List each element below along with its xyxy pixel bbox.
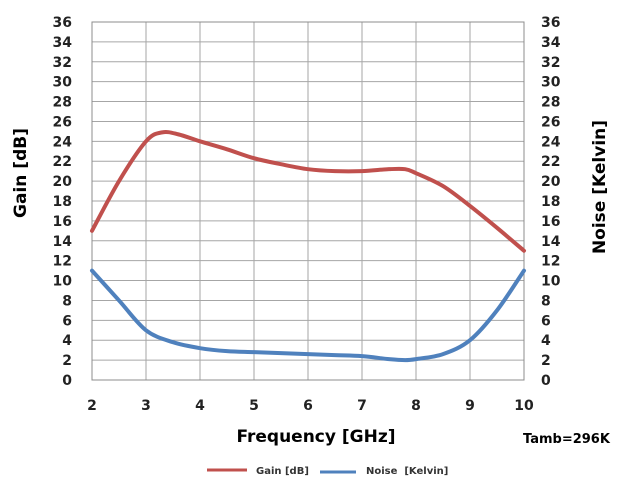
y-tick-left: 28 — [53, 95, 72, 111]
y-tick-left: 6 — [62, 313, 72, 329]
y-tick-right: 20 — [541, 174, 561, 190]
y-tick-right: 32 — [541, 55, 560, 71]
y-tick-right: 14 — [541, 234, 561, 250]
y-tick-left: 16 — [53, 214, 72, 230]
y-tick-left: 36 — [53, 15, 72, 31]
y-tick-right: 24 — [541, 134, 561, 150]
x-axis-title: Frequency [GHz] — [236, 427, 395, 447]
y-tick-left: 20 — [53, 174, 73, 190]
ambient-temperature-note: Tamb=296K — [523, 432, 611, 447]
legend: Gain [dB] Noise [Kelvin] — [207, 466, 448, 477]
x-tick: 8 — [411, 398, 421, 414]
x-tick: 3 — [141, 398, 151, 414]
y-tick-right: 10 — [541, 274, 561, 290]
y-tick-right: 8 — [541, 293, 551, 309]
noise-line — [90, 268, 526, 363]
y-tick-right: 22 — [541, 154, 560, 170]
y-tick-left: 18 — [53, 194, 72, 210]
legend-label-noise: Noise [Kelvin] — [366, 466, 448, 477]
y-tick-right: 18 — [541, 194, 560, 210]
y-tick-left: 4 — [62, 333, 72, 349]
y-tick-left: 26 — [53, 114, 72, 130]
y-tick-right: 0 — [541, 373, 551, 389]
plot-frame — [91, 21, 525, 381]
y-tick-right: 16 — [541, 214, 560, 230]
y-tick-right: 30 — [541, 75, 561, 91]
y-tick-right: 28 — [541, 95, 560, 111]
y-tick-right: 26 — [541, 114, 560, 130]
y-axis-title-right: Noise [Kelvin] — [590, 120, 610, 254]
x-tick: 7 — [357, 398, 367, 414]
y-tick-left: 10 — [53, 274, 73, 290]
y-tick-left: 30 — [53, 75, 73, 91]
x-tick: 10 — [514, 398, 534, 414]
y-tick-right: 36 — [541, 15, 560, 31]
y-tick-right: 34 — [541, 35, 561, 51]
grid — [91, 21, 525, 381]
x-tick: 9 — [465, 398, 475, 414]
y-axis-title-left: Gain [dB] — [11, 128, 31, 218]
y-tick-left: 22 — [53, 154, 72, 170]
x-tick: 4 — [195, 398, 205, 414]
y-tick-right: 2 — [541, 353, 551, 369]
y-tick-left: 2 — [62, 353, 72, 369]
y-tick-right: 4 — [541, 333, 551, 349]
y-tick-left: 32 — [53, 55, 72, 71]
y-tick-left: 12 — [53, 254, 72, 270]
y-tick-right: 12 — [541, 254, 560, 270]
legend-label-gain: Gain [dB] — [256, 466, 309, 477]
y-tick-right: 6 — [541, 313, 551, 329]
y-tick-left: 14 — [53, 234, 73, 250]
y-tick-left: 8 — [62, 293, 72, 309]
y-tick-left: 24 — [53, 134, 73, 150]
x-tick: 2 — [87, 398, 97, 414]
y-tick-left: 0 — [62, 373, 72, 389]
x-tick: 5 — [249, 398, 259, 414]
x-tick: 6 — [303, 398, 313, 414]
gain-line — [90, 129, 526, 253]
series-layer — [90, 129, 526, 363]
y-tick-left: 34 — [53, 35, 73, 51]
